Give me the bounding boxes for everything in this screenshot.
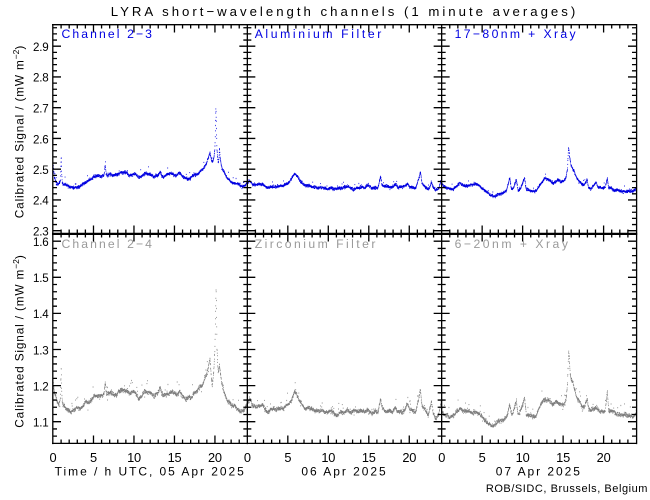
svg-text:0: 0 xyxy=(244,450,251,465)
svg-text:1.3: 1.3 xyxy=(33,344,49,357)
svg-text:17−80nm + Xray: 17−80nm + Xray xyxy=(455,27,578,41)
svg-text:2.4: 2.4 xyxy=(33,195,49,208)
svg-text:Calibrated Signal / (mW m−2): Calibrated Signal / (mW m−2) xyxy=(11,254,27,427)
svg-text:1.1: 1.1 xyxy=(33,417,49,430)
svg-text:15: 15 xyxy=(168,450,182,465)
svg-text:5: 5 xyxy=(479,450,486,465)
svg-text:10: 10 xyxy=(516,450,530,465)
svg-text:2.8: 2.8 xyxy=(33,72,49,85)
svg-text:0: 0 xyxy=(438,450,445,465)
svg-text:LYRA short−wavelength channels: LYRA short−wavelength channels (1 minute… xyxy=(111,4,579,19)
svg-text:Calibrated Signal / (mW m−2): Calibrated Signal / (mW m−2) xyxy=(11,45,27,218)
svg-text:Aluminium Filter: Aluminium Filter xyxy=(255,27,384,41)
svg-text:15: 15 xyxy=(362,450,376,465)
svg-text:0: 0 xyxy=(50,450,57,465)
svg-text:07 Apr 2025: 07 Apr 2025 xyxy=(496,465,582,479)
svg-text:1.2: 1.2 xyxy=(33,380,49,393)
svg-text:15: 15 xyxy=(556,450,570,465)
svg-text:1.6: 1.6 xyxy=(33,236,49,249)
svg-text:6−20nm + Xray: 6−20nm + Xray xyxy=(455,237,571,251)
svg-text:20: 20 xyxy=(402,450,416,465)
svg-text:5: 5 xyxy=(284,450,291,465)
svg-text:2.5: 2.5 xyxy=(33,164,49,177)
svg-text:2.9: 2.9 xyxy=(33,41,49,54)
svg-text:Zirconium Filter: Zirconium Filter xyxy=(255,237,378,251)
svg-text:Channel 2−4: Channel 2−4 xyxy=(62,237,155,251)
svg-text:1.4: 1.4 xyxy=(33,308,49,321)
svg-text:Time / h UTC, 05 Apr 2025: Time / h UTC, 05 Apr 2025 xyxy=(55,465,246,479)
svg-text:ROB/SIDC, Brussels, Belgium: ROB/SIDC, Brussels, Belgium xyxy=(486,483,648,495)
svg-text:20: 20 xyxy=(597,450,611,465)
svg-text:06 Apr 2025: 06 Apr 2025 xyxy=(301,465,387,479)
svg-text:10: 10 xyxy=(321,450,335,465)
svg-text:5: 5 xyxy=(90,450,97,465)
svg-text:10: 10 xyxy=(127,450,141,465)
svg-text:2.7: 2.7 xyxy=(33,103,49,116)
svg-text:1.5: 1.5 xyxy=(33,272,49,285)
svg-text:2.3: 2.3 xyxy=(33,226,49,239)
svg-text:2.6: 2.6 xyxy=(33,133,49,146)
svg-text:20: 20 xyxy=(208,450,222,465)
svg-text:Channel 2−3: Channel 2−3 xyxy=(62,27,155,41)
